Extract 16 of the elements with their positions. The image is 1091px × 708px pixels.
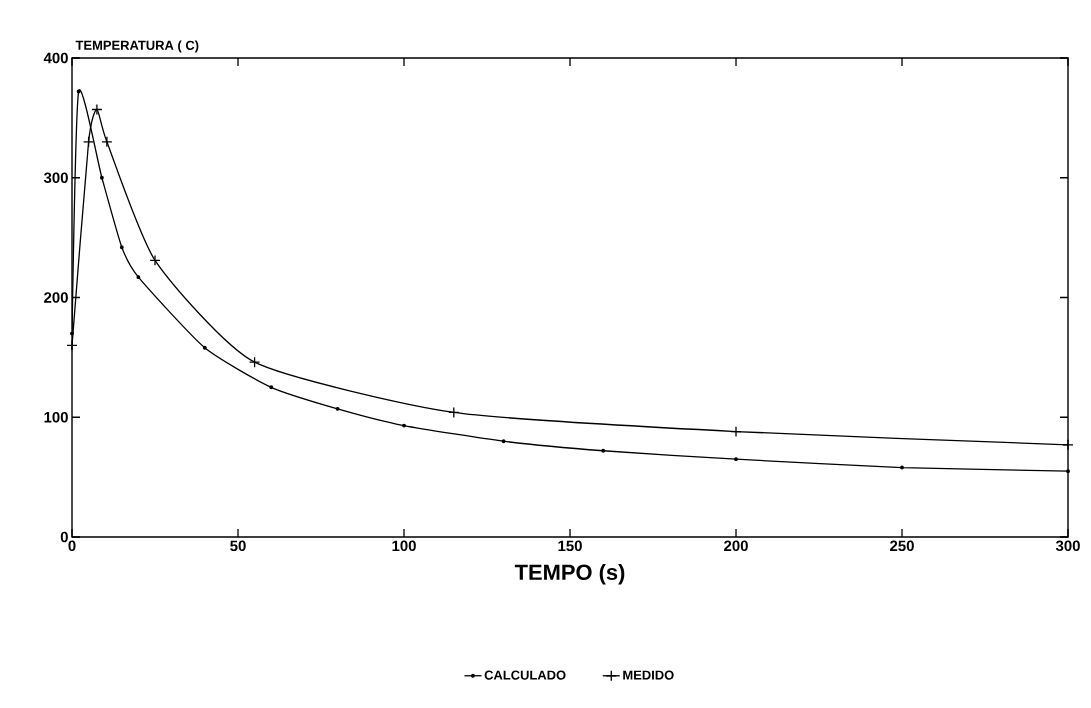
x-tick-label: 200 [724, 540, 748, 552]
legend-label: MEDIDO [623, 670, 674, 680]
x-axis-title: TEMPO (s) [514, 563, 625, 585]
y-axis-title: TEMPERATURA ( C) [75, 40, 199, 53]
y-tick-label: 0 [60, 531, 68, 543]
y-tick-label: 100 [44, 411, 68, 423]
legend-label: CALCULADO [484, 670, 566, 680]
x-tick-label: 150 [558, 540, 582, 552]
x-tick-label: 0 [68, 540, 76, 552]
y-tick-label: 300 [43, 172, 68, 184]
x-tick-label: 100 [392, 540, 416, 552]
x-tick-label: 300 [1055, 540, 1080, 552]
x-tick-label: 250 [890, 540, 914, 552]
y-tick-label: 200 [44, 292, 68, 303]
y-tick-label: 400 [43, 52, 68, 64]
x-tick-label: 50 [230, 540, 246, 552]
